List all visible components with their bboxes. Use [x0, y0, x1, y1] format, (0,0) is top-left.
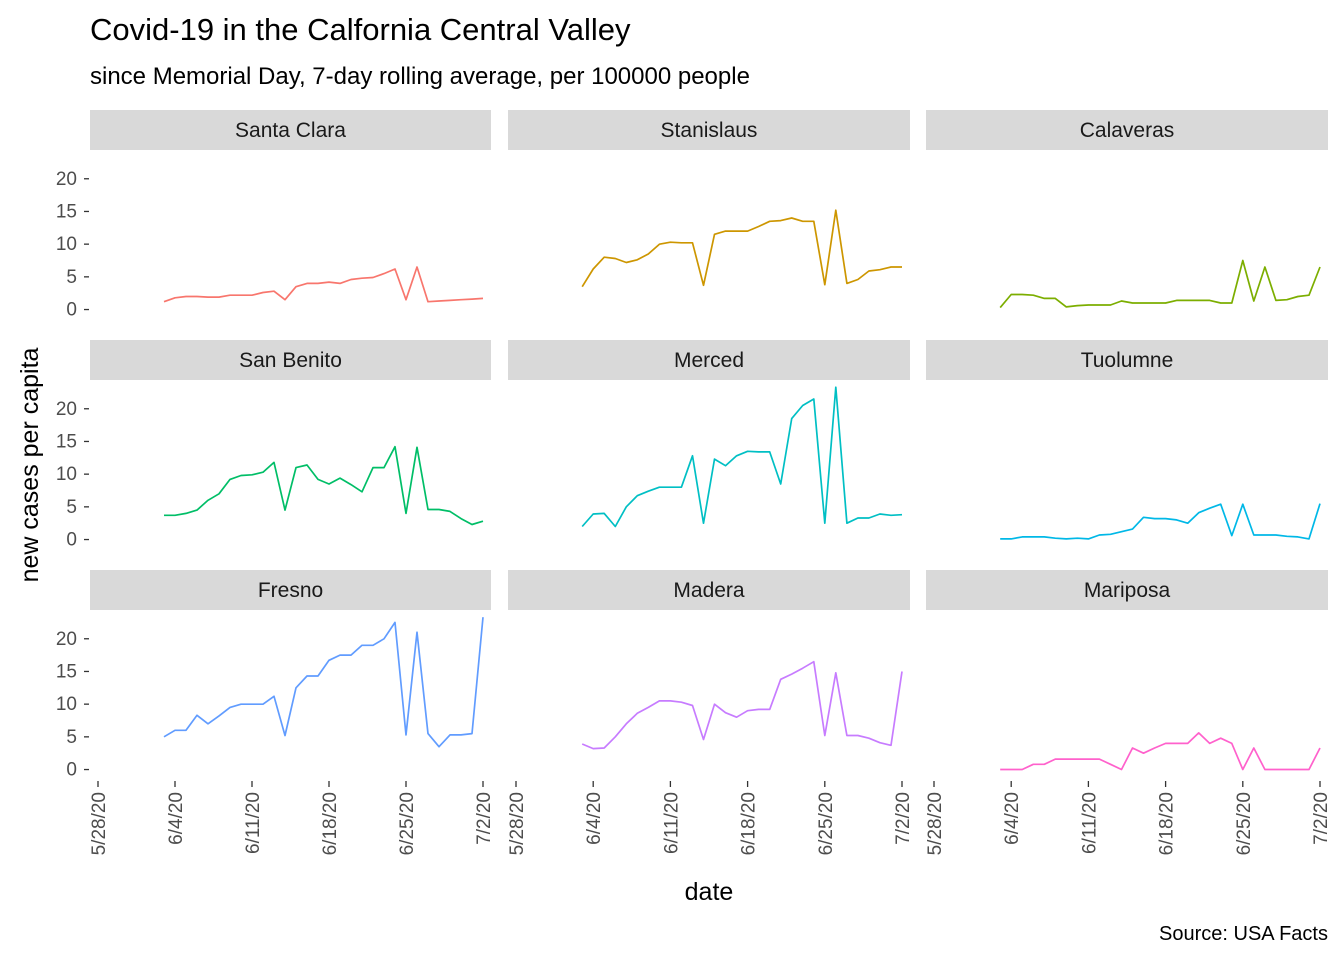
- series-line: [999, 259, 1321, 309]
- facet-strip-label: Santa Clara: [235, 119, 346, 142]
- x-tick-label: 6/18/20: [739, 792, 760, 855]
- facet-strip-label: Madera: [673, 579, 745, 602]
- facet-panel: Fresno 0 5 10 15 20 5/28/20 6/11/20 6/18/20 6/25/…: [56, 570, 495, 855]
- x-tick-label: 6/11/20: [1079, 792, 1100, 854]
- x-tick-label: 6/18/20: [320, 792, 341, 855]
- facet-panel: Madera 5/28/20 6/11/20 6/18/20 6/25/20 6/4/20…: [507, 570, 914, 855]
- facet-panel: San Benito 0 5 10 15 20: [56, 340, 491, 551]
- series-line: [164, 445, 484, 526]
- y-tick-label: 20: [56, 399, 77, 420]
- facet-panels: Santa Clara 0 5 10 15 20 Stanislaus Calaveras Sa…: [56, 110, 1332, 855]
- x-tick-label: 6/4/20: [584, 792, 605, 845]
- facet-strip-label: Calaveras: [1080, 119, 1175, 142]
- facet-strip-label: Tuolumne: [1081, 349, 1174, 372]
- x-tick-label: 6/11/20: [661, 792, 682, 854]
- facet-panel: Tuolumne: [926, 340, 1328, 540]
- x-tick-label: 6/11/20: [243, 792, 264, 854]
- facet-strip-label: Stanislaus: [661, 119, 758, 142]
- facet-strip-label: Fresno: [258, 579, 323, 602]
- y-tick-label: 5: [66, 727, 77, 748]
- series-line: [163, 266, 484, 303]
- facet-panel: Mariposa 5/28/20 6/11/20 6/18/20 6/25/20 6/4/…: [925, 570, 1332, 855]
- y-tick-label: 15: [56, 661, 77, 682]
- chart-caption: Source: USA Facts: [1159, 923, 1328, 945]
- series-line: [581, 660, 903, 750]
- y-tick-label: 0: [66, 760, 77, 781]
- y-tick-label: 20: [56, 629, 77, 650]
- facet-strip-label: San Benito: [239, 349, 342, 372]
- y-tick-label: 15: [56, 431, 77, 452]
- chart-subtitle: since Memorial Day, 7-day rolling averag…: [90, 63, 750, 90]
- x-tick-label: 7/2/20: [1311, 792, 1332, 845]
- facet-panel: Stanislaus: [508, 110, 910, 288]
- facet-strip: [90, 570, 491, 610]
- y-tick-label: 0: [66, 530, 77, 551]
- y-tick-label: 15: [56, 201, 77, 222]
- y-tick-label: 5: [66, 497, 77, 518]
- facet-strip: [90, 110, 491, 150]
- x-tick-label: 6/18/20: [1157, 792, 1178, 855]
- y-tick-label: 20: [56, 169, 77, 190]
- facet-strip: [926, 110, 1328, 150]
- series-line: [163, 617, 484, 748]
- facet-strip: [508, 570, 910, 610]
- y-tick-label: 5: [66, 267, 77, 288]
- facet-strip: [926, 570, 1328, 610]
- facet-strip-label: Mariposa: [1084, 579, 1171, 602]
- facet-strip: [508, 340, 910, 380]
- x-tick-label: 5/28/20: [507, 792, 528, 855]
- x-axis-title: date: [685, 878, 734, 906]
- y-tick-label: 10: [56, 464, 77, 485]
- y-axis-title: new cases per capita: [16, 347, 44, 582]
- y-tick-label: 0: [66, 300, 77, 321]
- y-tick-label: 10: [56, 234, 77, 255]
- x-tick-label: 6/25/20: [397, 792, 418, 855]
- x-tick-label: 6/25/20: [1234, 792, 1255, 855]
- y-tick-label: 10: [56, 694, 77, 715]
- x-tick-label: 5/28/20: [925, 792, 946, 855]
- series-line: [581, 209, 902, 288]
- facet-panel: Calaveras: [926, 110, 1328, 309]
- chart-title: Covid-19 in the Calfornia Central Valley: [90, 12, 631, 47]
- series-line: [1000, 503, 1321, 540]
- facet-strip-label: Merced: [674, 349, 744, 372]
- facet-strip: [90, 340, 491, 380]
- series-line: [581, 386, 903, 528]
- facet-strip: [926, 340, 1328, 380]
- facet-panel: Santa Clara 0 5 10 15 20: [56, 110, 491, 321]
- x-tick-label: 5/28/20: [89, 792, 110, 855]
- facet-strip: [508, 110, 910, 150]
- facet-panel: Merced: [508, 340, 910, 528]
- x-tick-label: 6/25/20: [816, 792, 837, 855]
- x-tick-label: 6/4/20: [166, 792, 187, 845]
- x-tick-label: 7/2/20: [893, 792, 914, 845]
- x-tick-label: 6/4/20: [1002, 792, 1023, 845]
- x-tick-label: 7/2/20: [474, 792, 495, 845]
- series-line: [1000, 732, 1321, 771]
